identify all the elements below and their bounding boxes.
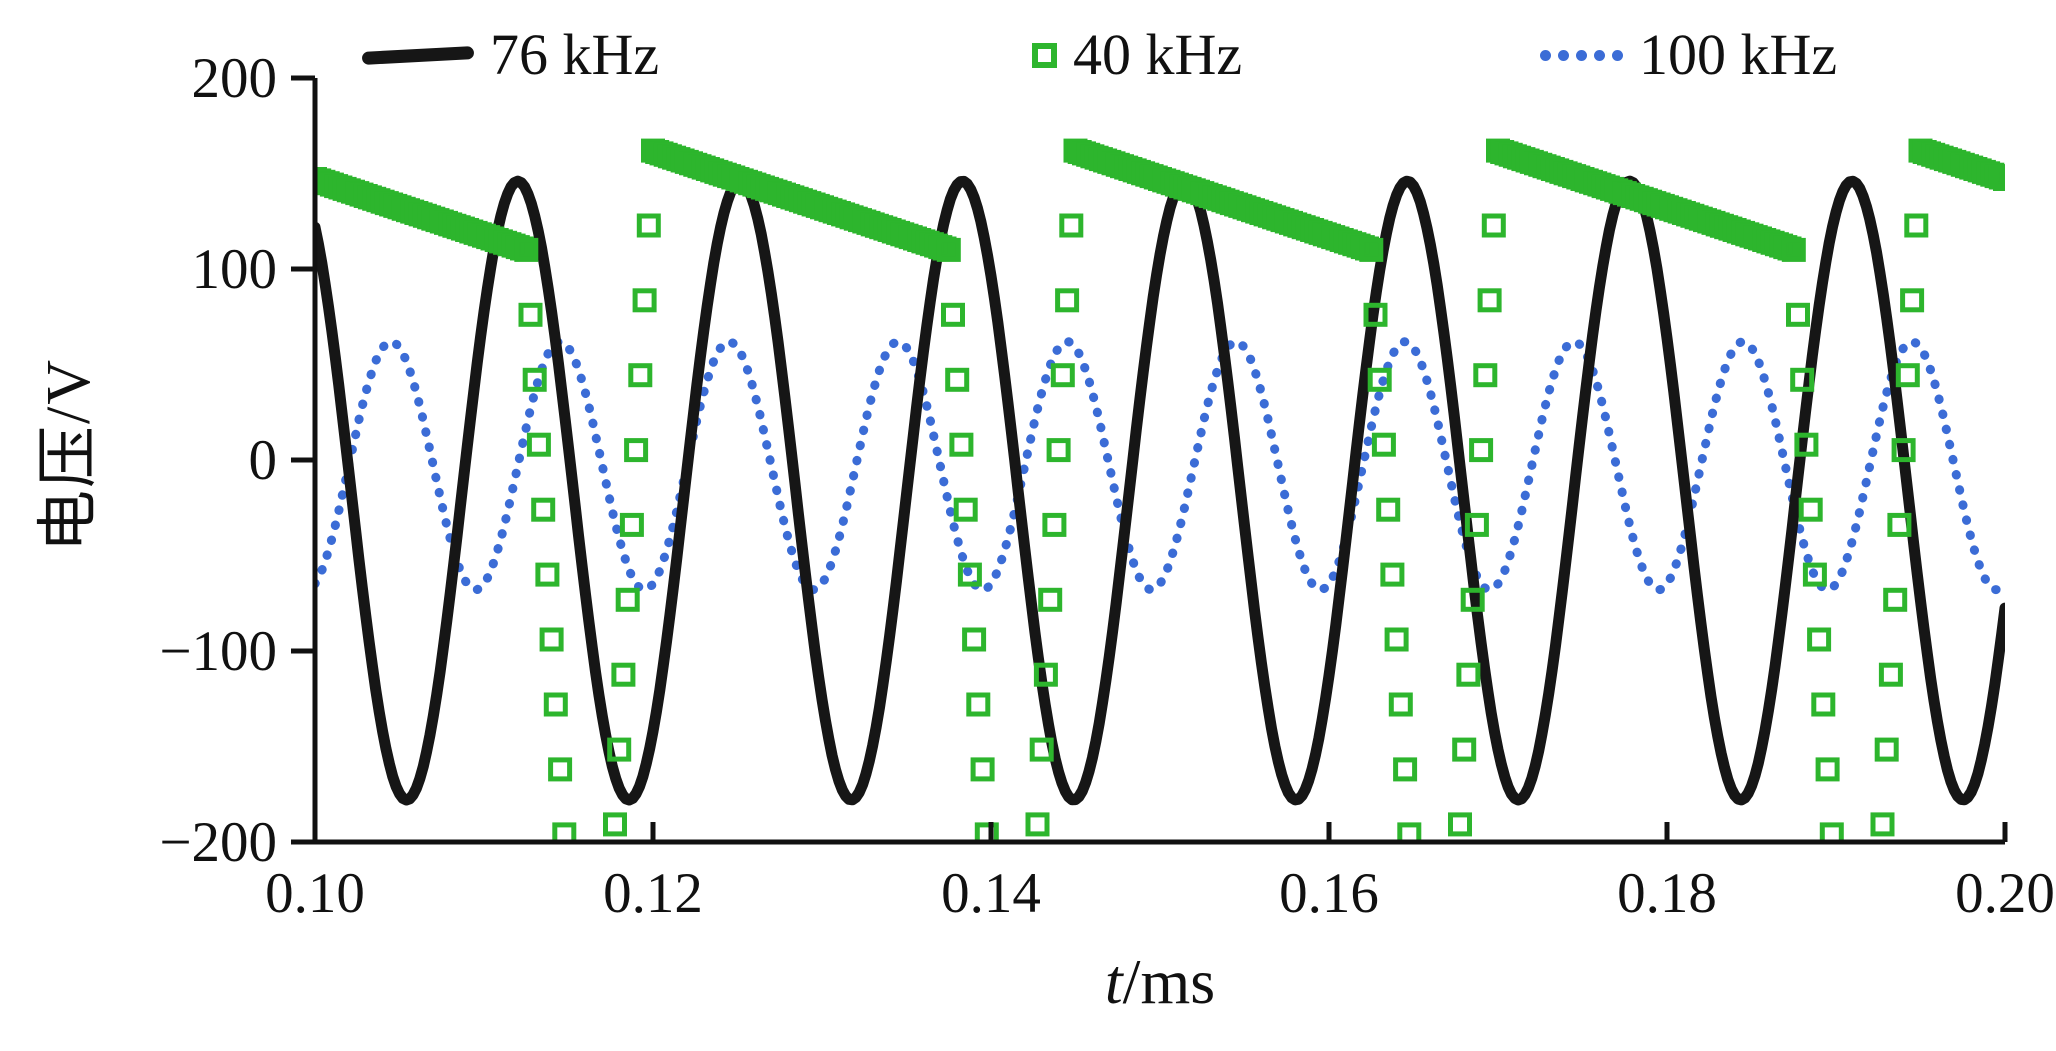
y-tick-label: 0 — [249, 429, 278, 492]
legend-item-100khz: 100 kHz — [1540, 26, 1837, 84]
y-tick-label: −100 — [159, 620, 277, 683]
x-tick-label: 0.10 — [265, 862, 365, 925]
series-76-khz — [315, 175, 2005, 806]
x-axis-label: t/ms — [1105, 945, 1215, 1019]
legend: 76 kHz 40 kHz 100 kHz — [0, 0, 2056, 110]
series-100-khz — [315, 337, 2005, 595]
dotted-line-swatch — [1540, 49, 1623, 61]
legend-item-76khz: 76 kHz — [361, 22, 660, 87]
x-axis-variable: t — [1104, 946, 1123, 1017]
y-axis-label: 电压/V — [35, 357, 103, 553]
legend-label-76khz: 76 kHz — [490, 22, 660, 87]
x-tick-label: 0.16 — [1279, 862, 1379, 925]
y-tick-label: 100 — [192, 238, 278, 301]
legend-label-40khz: 40 kHz — [1073, 22, 1243, 87]
series-40-khz — [315, 138, 2005, 842]
x-tick-label: 0.12 — [603, 862, 703, 925]
x-tick-label: 0.20 — [1955, 862, 2055, 925]
axes — [291, 75, 2008, 845]
x-tick-label: 0.18 — [1617, 862, 1717, 925]
x-axis-unit: /ms — [1122, 946, 1216, 1017]
legend-item-40khz: 40 kHz — [1032, 26, 1242, 84]
y-tick-label: 200 — [192, 47, 278, 110]
x-tick-label: 0.14 — [941, 862, 1041, 925]
open-square-swatch — [1032, 42, 1057, 68]
y-tick-label: −200 — [159, 811, 277, 874]
legend-label-100khz: 100 kHz — [1639, 22, 1838, 87]
tick-labels: 0.10 0.12 0.14 0.16 0.18 0.20 −200 −100 0 100 200 — [159, 47, 2055, 925]
solid-line-swatch — [361, 45, 475, 65]
